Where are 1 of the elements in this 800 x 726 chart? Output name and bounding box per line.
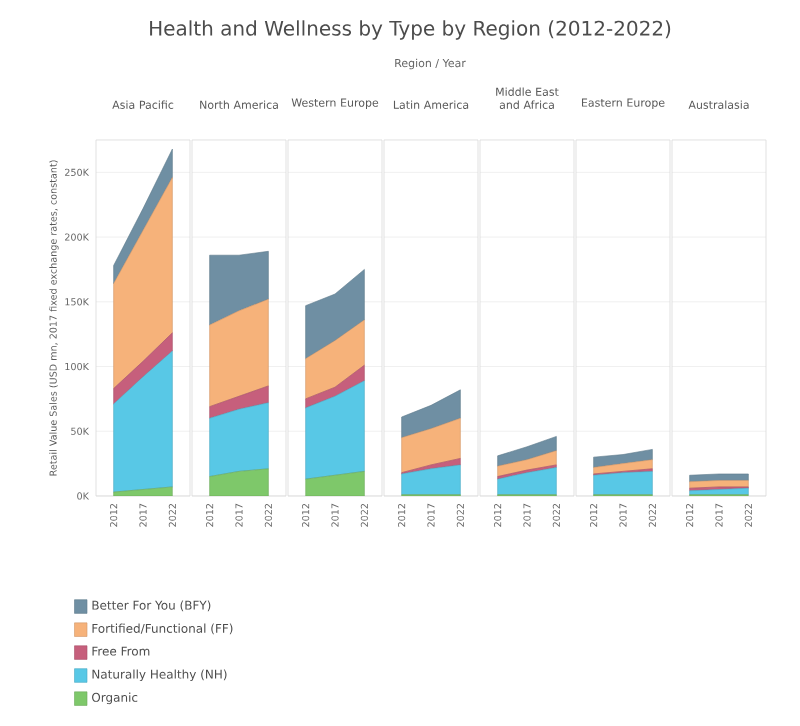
text: Health and Wellness by Type by Region (2012-2022)	[150, 20, 671, 40]
